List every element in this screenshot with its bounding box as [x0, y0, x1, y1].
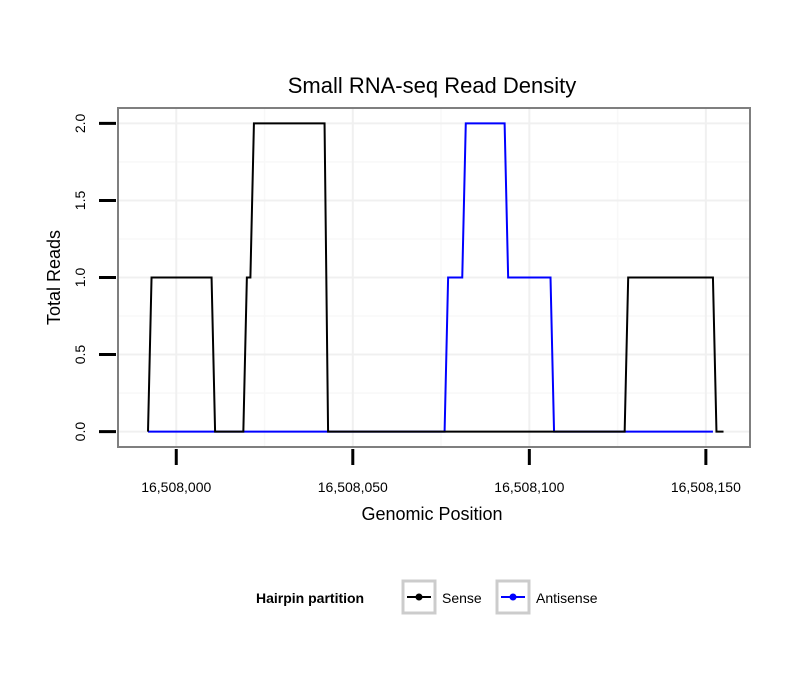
- series-layer: [147, 122, 724, 433]
- legend-label: Sense: [442, 590, 482, 606]
- legend-key-marker: [509, 593, 517, 601]
- legend-item-sense: Sense: [401, 579, 482, 615]
- legend-label: Antisense: [536, 590, 598, 606]
- x-axis-title: Genomic Position: [361, 504, 502, 524]
- x-tick-label: 16,508,100: [494, 479, 564, 495]
- y-tick-label: 2.0: [72, 113, 88, 133]
- legend-key-marker: [415, 593, 423, 601]
- x-tick-label: 16,508,150: [671, 479, 741, 495]
- chart-title: Small RNA-seq Read Density: [288, 73, 577, 98]
- legend-title: Hairpin partition: [256, 590, 364, 606]
- y-axis: 0.0 0.5 1.0 1.5 2.0: [72, 113, 116, 441]
- y-tick-label: 0.0: [72, 422, 88, 442]
- series-line-sense: [147, 122, 724, 433]
- y-axis-title: Total Reads: [44, 230, 64, 325]
- legend: Hairpin partition Sense Antisense: [256, 579, 598, 615]
- x-tick-label: 16,508,000: [141, 479, 211, 495]
- x-tick-label: 16,508,050: [318, 479, 388, 495]
- y-tick-label: 1.5: [72, 191, 88, 211]
- y-tick-label: 0.5: [72, 345, 88, 365]
- y-tick-label: 1.0: [72, 268, 88, 288]
- x-axis: 16,508,000 16,508,050 16,508,100 16,508,150: [141, 449, 741, 495]
- legend-item-antisense: Antisense: [495, 579, 598, 615]
- plot-border: [117, 107, 751, 448]
- series-line-antisense: [148, 122, 713, 433]
